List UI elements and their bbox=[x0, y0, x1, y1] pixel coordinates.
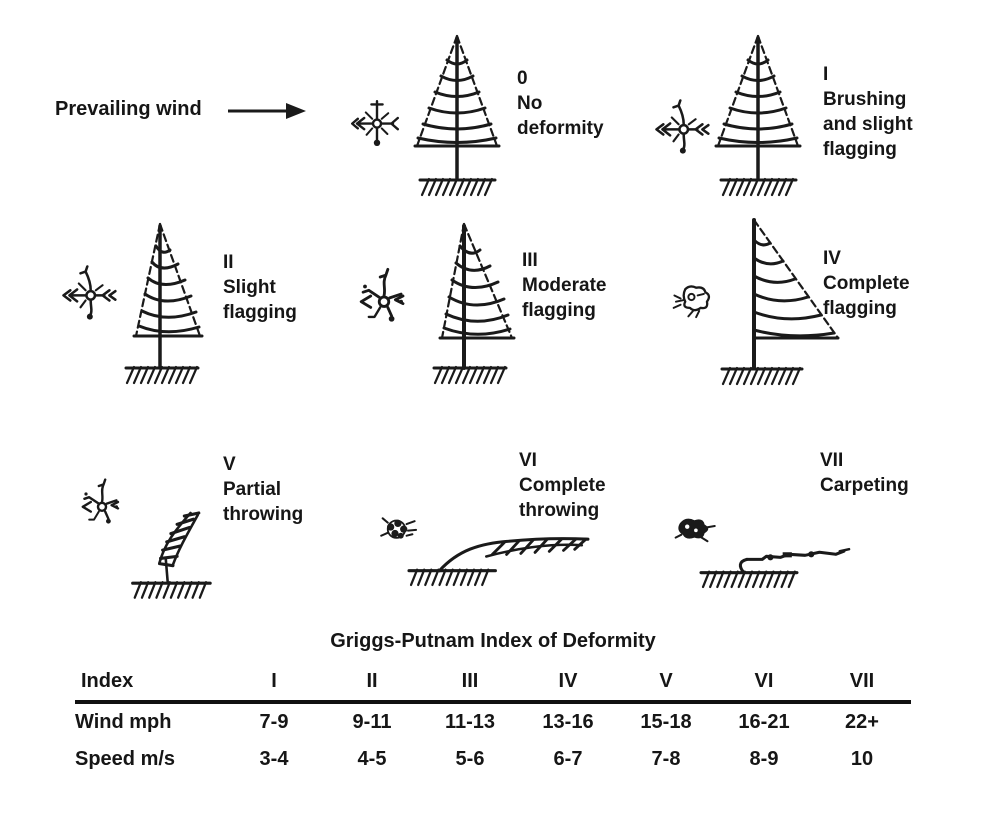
figure-label-5: V Partial throwing bbox=[223, 452, 353, 527]
deformity-name: Slight flagging bbox=[223, 277, 297, 324]
deformity-name: Brushing and slight flagging bbox=[823, 89, 913, 161]
figure-label-2: II Slight flagging bbox=[223, 250, 353, 325]
deformity-index: II bbox=[223, 252, 234, 273]
deformity-index: VII bbox=[820, 450, 844, 471]
table-cell: 3-4 bbox=[259, 748, 289, 770]
deformity-name: Complete flagging bbox=[823, 273, 910, 320]
table-row-label: Speed m/s bbox=[75, 748, 176, 770]
deformity-name: No deformity bbox=[517, 93, 604, 140]
table-cell: 4-5 bbox=[357, 748, 387, 770]
deformity-name: Moderate flagging bbox=[522, 275, 607, 322]
table-header-index: Index bbox=[81, 670, 134, 692]
table-row-label: Wind mph bbox=[75, 711, 172, 733]
table-grid: Index I II III IV V VI VII Wind mph 7-9 … bbox=[75, 665, 911, 778]
figure-label-3: III Moderate flagging bbox=[522, 248, 662, 323]
figure-label-0: 0 No deformity bbox=[517, 66, 637, 141]
table-cell: 16-21 bbox=[738, 711, 790, 733]
table-header-col: V bbox=[659, 670, 673, 692]
tree-0-illustration bbox=[387, 28, 527, 203]
deformity-index: IV bbox=[823, 248, 841, 269]
table-cell: 9-11 bbox=[352, 711, 392, 733]
table-cell: 10 bbox=[850, 748, 874, 770]
table-cell: 6-7 bbox=[553, 748, 583, 770]
figure-label-7: VII Carpeting bbox=[820, 448, 960, 498]
table-title: Griggs-Putnam Index of Deformity bbox=[330, 630, 656, 652]
table-header-col: II bbox=[366, 670, 378, 692]
figure-label-4: IV Complete flagging bbox=[823, 246, 963, 321]
table-header-rule bbox=[75, 700, 911, 704]
table-cell: 7-8 bbox=[651, 748, 681, 770]
griggs-putnam-table: Griggs-Putnam Index of Deformity Index I… bbox=[75, 630, 911, 778]
deformity-index: VI bbox=[519, 450, 537, 471]
table-cell: 15-18 bbox=[640, 711, 692, 733]
table-cell: 7-9 bbox=[259, 711, 289, 733]
table-cell: 13-16 bbox=[542, 711, 594, 733]
figure-label-1: I Brushing and slight flagging bbox=[823, 62, 973, 162]
table-cell: 8-9 bbox=[749, 748, 779, 770]
table-header-col: VII bbox=[849, 670, 875, 692]
deformity-index: I bbox=[823, 64, 829, 85]
figure-label-6: VI Complete throwing bbox=[519, 448, 659, 523]
table-header-col: I bbox=[271, 670, 277, 692]
deformity-name: Carpeting bbox=[820, 475, 909, 497]
table-cell: 22+ bbox=[845, 711, 879, 733]
deformity-name: Partial throwing bbox=[223, 479, 304, 526]
table-cell: 11-13 bbox=[444, 711, 496, 733]
tree-5-illustration bbox=[112, 488, 236, 602]
table-cell: 5-6 bbox=[455, 748, 485, 770]
tree-7-illustration bbox=[692, 540, 857, 589]
prevailing-wind-arrow-icon bbox=[228, 103, 306, 119]
tree-6-illustration bbox=[398, 528, 603, 589]
table-header-col: VI bbox=[754, 670, 774, 692]
tree-2-illustration bbox=[98, 216, 238, 394]
deformity-index: 0 bbox=[517, 68, 528, 89]
deformity-name: Complete throwing bbox=[519, 475, 606, 522]
prevailing-wind-label: Prevailing wind bbox=[55, 98, 202, 120]
table-header-col: III bbox=[461, 670, 479, 692]
tree-1-illustration bbox=[688, 28, 828, 203]
deformity-index: V bbox=[223, 454, 236, 475]
table-header-col: IV bbox=[558, 670, 578, 692]
deformity-index: III bbox=[522, 250, 538, 271]
